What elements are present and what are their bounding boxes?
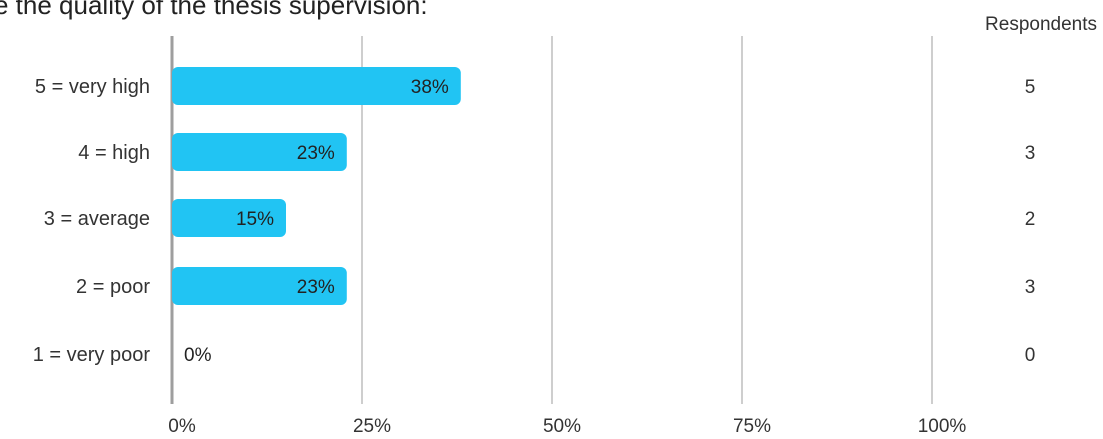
bar [172, 267, 347, 305]
labels: 0% 25% 50% 75% 100% 5 = very high 38% 5 4 = high… [33, 76, 1036, 437]
respondents-column-header: Respondents [985, 14, 1097, 35]
x-tick-label: 75% [733, 416, 771, 437]
category-label: 1 = very poor [33, 344, 151, 366]
respondent-count: 3 [1025, 143, 1036, 164]
bar-value-label: 15% [236, 209, 274, 230]
x-tick-label: 25% [353, 416, 391, 437]
category-label: 2 = poor [76, 276, 150, 298]
category-label: 5 = very high [35, 76, 150, 98]
category-label: 4 = high [78, 142, 150, 164]
respondent-count: 5 [1025, 77, 1036, 98]
x-tick-label: 0% [168, 416, 196, 437]
respondent-count: 3 [1025, 277, 1036, 298]
bar [172, 199, 286, 237]
respondent-count: 2 [1025, 209, 1036, 230]
x-tick-label: 100% [918, 416, 967, 437]
bars [172, 67, 461, 305]
x-tick-label: 50% [543, 416, 581, 437]
bar-value-label: 0% [184, 345, 212, 366]
bar-value-label: 23% [297, 277, 335, 298]
chart-title: e the quality of the thesis supervision: [0, 0, 428, 20]
bar-value-label: 23% [297, 143, 335, 164]
bar-value-label: 38% [411, 77, 449, 98]
bar [172, 67, 461, 105]
respondent-count: 0 [1025, 345, 1036, 366]
bar [172, 133, 347, 171]
category-label: 3 = average [44, 208, 150, 230]
